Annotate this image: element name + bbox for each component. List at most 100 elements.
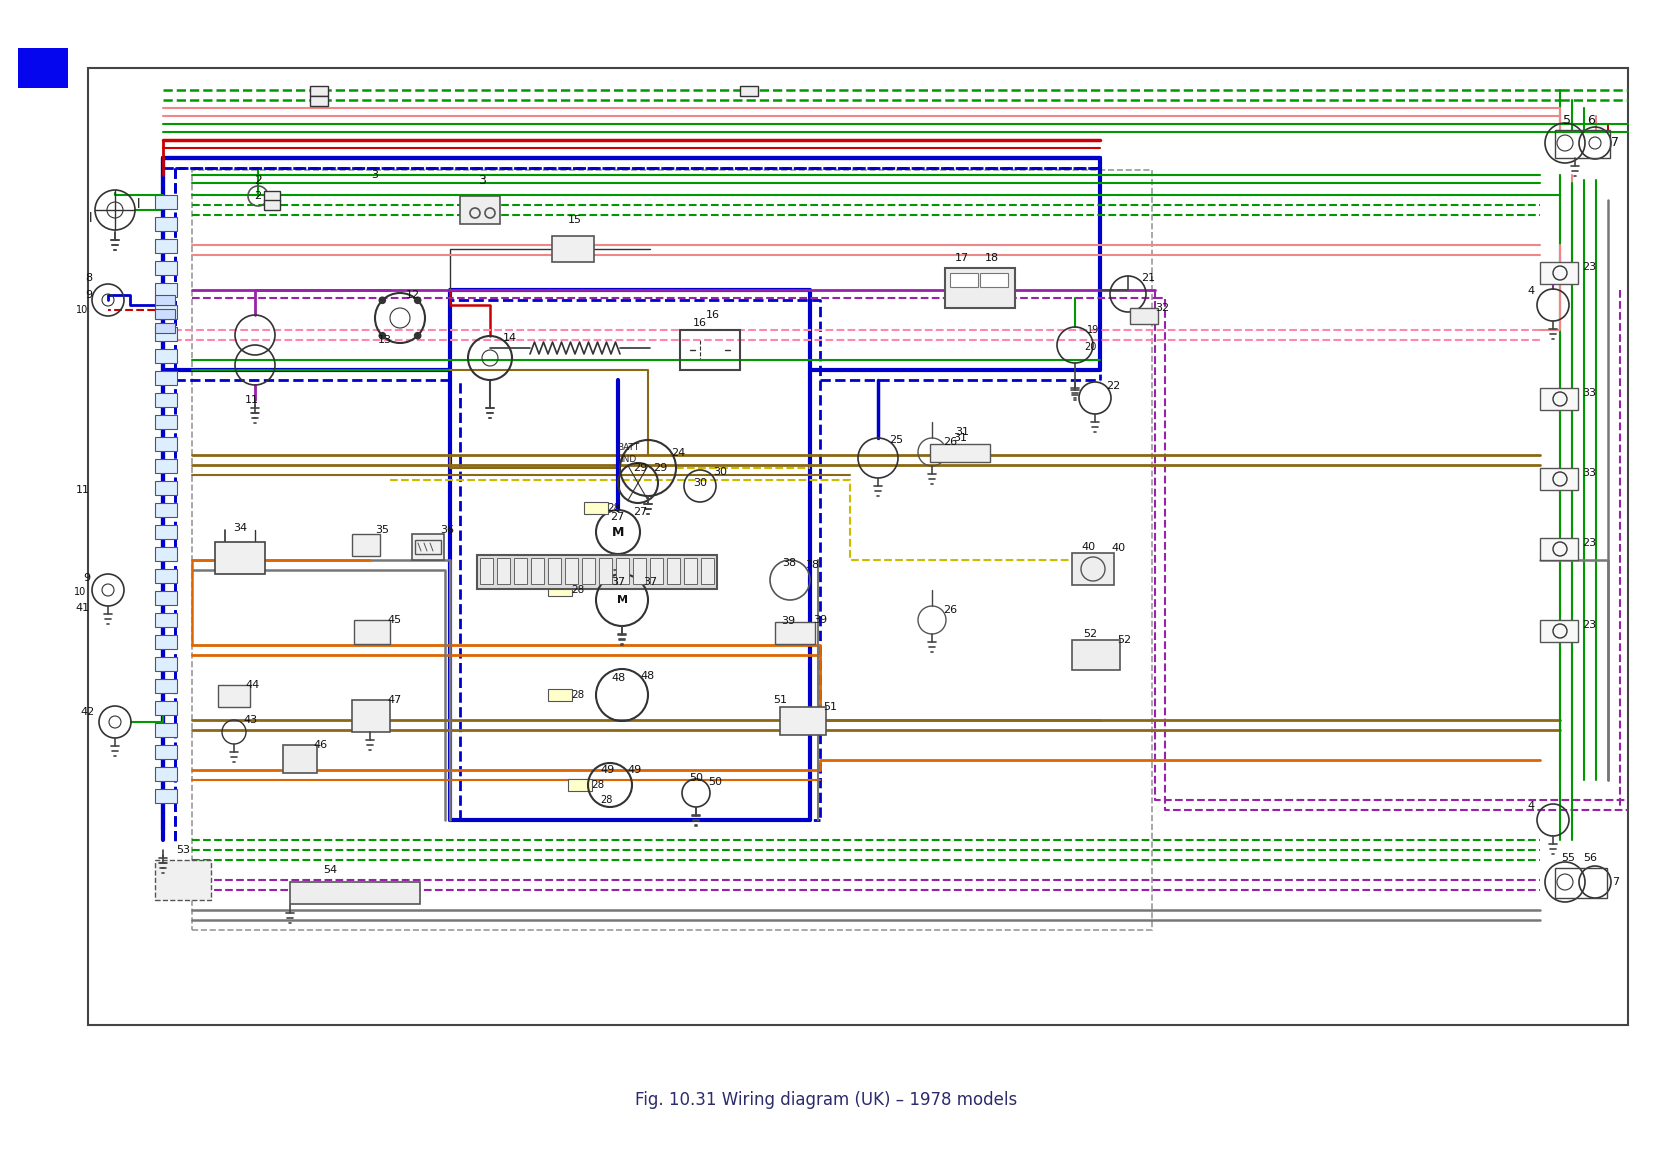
Bar <box>155 350 177 364</box>
Bar <box>215 542 264 574</box>
Text: 36: 36 <box>440 525 455 535</box>
Circle shape <box>379 297 385 303</box>
Bar <box>155 701 177 715</box>
Text: 5: 5 <box>1564 113 1570 126</box>
Text: 10: 10 <box>76 305 88 314</box>
Bar <box>155 722 177 736</box>
Bar <box>565 558 579 584</box>
Bar <box>478 555 717 589</box>
Text: 9: 9 <box>83 573 89 583</box>
Bar <box>460 196 499 224</box>
Text: 39: 39 <box>780 616 795 627</box>
Text: 33: 33 <box>1582 468 1597 478</box>
Text: 47: 47 <box>388 696 402 705</box>
Text: 11: 11 <box>76 485 89 494</box>
Circle shape <box>415 333 420 339</box>
Text: 2: 2 <box>255 191 261 201</box>
Text: 42: 42 <box>81 707 94 717</box>
Text: 6: 6 <box>1587 113 1595 126</box>
Text: 55: 55 <box>1560 853 1575 863</box>
Bar <box>283 745 317 773</box>
Text: 43: 43 <box>243 715 258 725</box>
Text: 7: 7 <box>1612 137 1618 150</box>
Text: 22: 22 <box>1106 381 1121 390</box>
Bar <box>354 620 390 644</box>
Bar <box>950 274 979 288</box>
Text: 4: 4 <box>1527 801 1536 811</box>
Text: 10: 10 <box>74 587 86 597</box>
Bar <box>775 622 815 644</box>
Text: 39: 39 <box>813 615 826 625</box>
Text: 33: 33 <box>1582 388 1597 397</box>
Bar <box>155 393 177 407</box>
Bar <box>155 745 177 759</box>
Text: 28: 28 <box>607 503 620 513</box>
Text: 56: 56 <box>1584 853 1597 863</box>
Text: 50: 50 <box>689 773 703 783</box>
Text: 54: 54 <box>322 865 337 876</box>
Text: 8: 8 <box>84 274 93 283</box>
Bar <box>531 558 544 584</box>
Bar <box>946 268 1015 307</box>
Text: 12: 12 <box>407 290 420 300</box>
Bar <box>931 444 990 462</box>
Text: 3: 3 <box>478 173 486 187</box>
Text: 23: 23 <box>1582 262 1597 272</box>
Bar <box>18 48 68 88</box>
Text: 7: 7 <box>1612 877 1620 887</box>
Text: 28: 28 <box>572 584 585 595</box>
Text: 50: 50 <box>707 777 722 787</box>
Bar <box>1073 553 1114 584</box>
Text: 28: 28 <box>572 690 585 700</box>
Text: 45: 45 <box>387 615 402 625</box>
Text: 29: 29 <box>653 463 668 473</box>
Bar <box>311 87 327 96</box>
Text: 37: 37 <box>643 577 656 587</box>
Text: 25: 25 <box>889 435 903 445</box>
Bar <box>155 503 177 517</box>
Bar <box>679 330 741 371</box>
Bar <box>155 309 175 319</box>
Bar <box>498 558 511 584</box>
Bar <box>1541 388 1579 410</box>
Text: l: l <box>137 199 141 212</box>
Bar <box>155 371 177 385</box>
Bar <box>218 685 250 707</box>
Text: 14: 14 <box>503 333 517 343</box>
Bar <box>311 96 327 106</box>
Text: 29: 29 <box>633 463 646 473</box>
Bar <box>155 569 177 583</box>
Text: 35: 35 <box>375 525 388 535</box>
Bar <box>155 613 177 627</box>
Text: 31: 31 <box>954 433 967 443</box>
Text: 41: 41 <box>76 603 89 613</box>
Text: 37: 37 <box>612 577 625 587</box>
Text: 17: 17 <box>955 253 969 263</box>
Bar <box>155 592 177 606</box>
Text: 24: 24 <box>671 448 684 458</box>
Bar <box>1541 620 1579 642</box>
Text: 21: 21 <box>1141 274 1155 283</box>
Bar <box>598 558 612 584</box>
Bar <box>415 540 441 554</box>
Bar <box>155 327 177 341</box>
Bar <box>155 295 175 305</box>
Text: 44: 44 <box>246 680 260 690</box>
Bar <box>155 480 177 494</box>
Bar <box>1555 130 1610 158</box>
Bar <box>1541 468 1579 490</box>
Text: 3: 3 <box>372 170 379 180</box>
Text: BATT: BATT <box>617 443 640 451</box>
Bar <box>155 547 177 561</box>
Text: M: M <box>617 595 628 606</box>
Text: 40: 40 <box>1081 542 1094 552</box>
Text: 16: 16 <box>706 310 721 320</box>
Circle shape <box>379 333 385 339</box>
Text: 2: 2 <box>255 173 261 187</box>
Text: M: M <box>612 526 625 539</box>
Text: 28: 28 <box>592 780 605 790</box>
Bar <box>650 558 663 584</box>
Bar <box>549 689 572 701</box>
Text: 28: 28 <box>600 795 612 805</box>
Bar <box>155 437 177 451</box>
